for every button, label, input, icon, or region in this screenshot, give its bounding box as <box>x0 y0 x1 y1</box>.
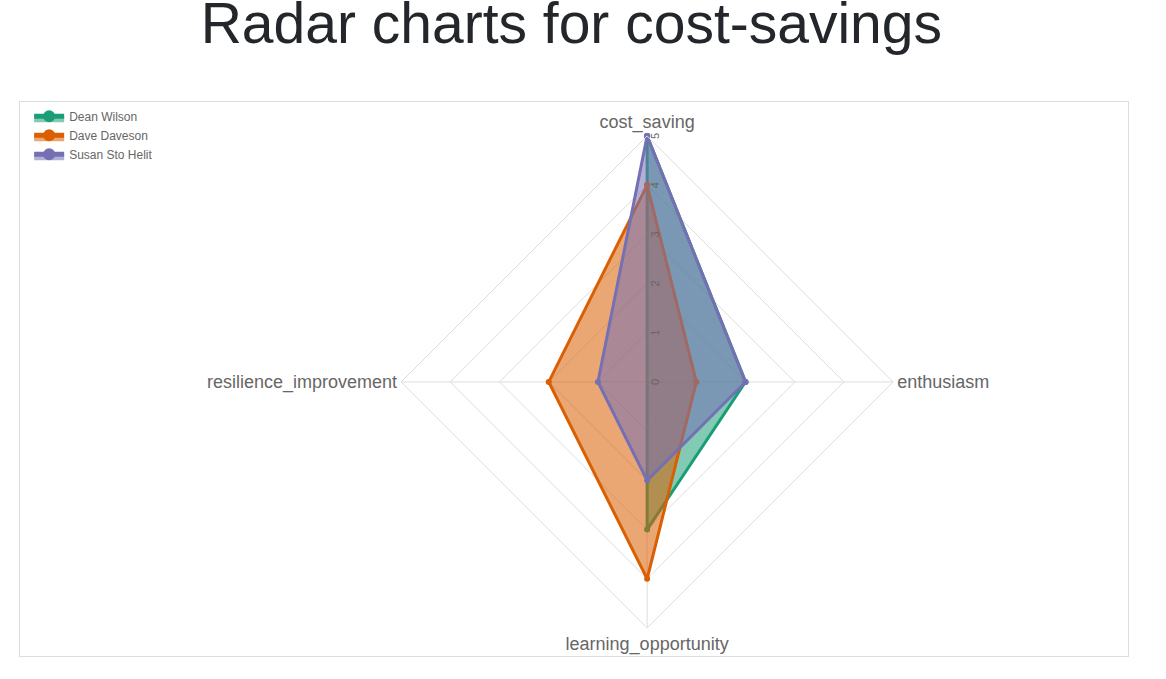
svg-text:Susan Sto Helit: Susan Sto Helit <box>69 148 152 162</box>
svg-text:2: 2 <box>649 280 661 286</box>
svg-text:Dave Daveson: Dave Daveson <box>69 129 148 143</box>
svg-text:5: 5 <box>649 133 661 139</box>
svg-text:Dean Wilson: Dean Wilson <box>69 110 137 124</box>
svg-text:cost_saving: cost_saving <box>600 112 695 133</box>
svg-text:enthusiasm: enthusiasm <box>897 372 989 392</box>
svg-text:Radar charts for cost-savings: Radar charts for cost-savings <box>201 0 942 55</box>
svg-text:3: 3 <box>649 231 661 237</box>
svg-text:learning_opportunity: learning_opportunity <box>566 634 729 655</box>
svg-text:1: 1 <box>649 330 661 336</box>
svg-text:resilience_improvement: resilience_improvement <box>207 372 397 393</box>
svg-text:0: 0 <box>649 379 661 385</box>
svg-text:4: 4 <box>649 182 661 188</box>
